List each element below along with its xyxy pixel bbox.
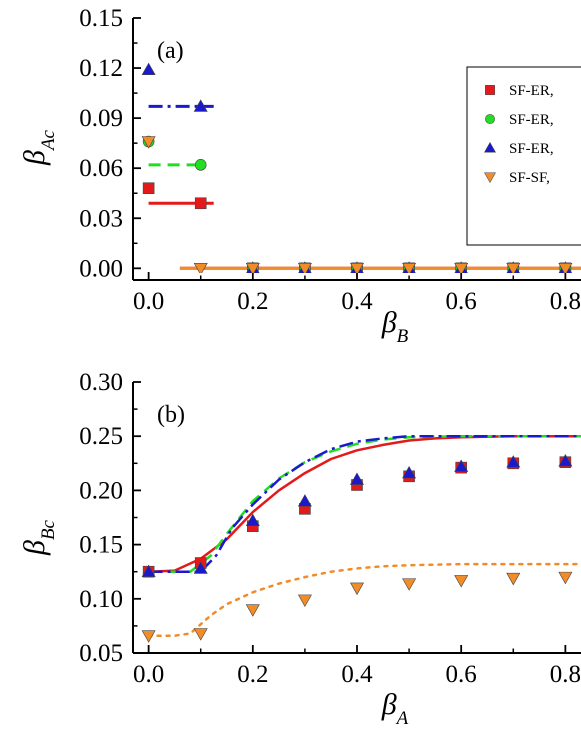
x-tick-label: 0.2	[237, 661, 268, 688]
data-point	[245, 513, 260, 527]
x-axis-label-subscript: B	[397, 326, 409, 347]
panel-a: 0.00 0.03 0.06 0.09 0.12 0.15 0.0 0.2 0.4 0.6 0.8 (…	[18, 5, 581, 347]
legend-marker	[484, 141, 496, 153]
data-point	[141, 62, 156, 76]
data-point	[142, 182, 155, 195]
y-axis-label: βBc	[18, 519, 59, 556]
data-point	[193, 561, 208, 574]
y-tick-label: 0.03	[79, 205, 123, 232]
plot-area	[141, 62, 581, 273]
data-point	[141, 136, 156, 149]
data-point	[297, 263, 312, 273]
legend-entry: SF-ER,	[509, 112, 554, 128]
y-tick-label: 0.25	[79, 423, 123, 450]
data-point	[141, 630, 156, 643]
data-point	[506, 455, 521, 468]
data-point	[454, 575, 469, 588]
data-point	[454, 459, 469, 472]
data-point	[297, 494, 312, 507]
x-tick-label: 0.8	[550, 288, 581, 315]
series-line	[148, 434, 581, 573]
data-point	[506, 263, 521, 273]
data-point	[349, 472, 365, 485]
y-axis-label-subscript: Ac	[38, 129, 59, 152]
legend-entry: SF-ER,	[509, 83, 554, 99]
x-axis-label: βA	[381, 688, 409, 729]
data-point	[194, 159, 207, 171]
y-tick-label: 0.15	[79, 532, 123, 559]
x-tick-label: 0.4	[341, 661, 373, 688]
data-point	[506, 572, 521, 586]
series-line	[148, 434, 581, 573]
x-tick-label: 0.6	[446, 288, 477, 315]
data-point	[194, 197, 207, 210]
data-point	[245, 604, 260, 617]
x-tick-label: 0.4	[341, 288, 373, 315]
data-point	[402, 263, 417, 273]
x-axis-label-subscript: A	[395, 708, 409, 729]
series-line	[148, 434, 581, 573]
y-axis-label: βAc	[18, 129, 59, 166]
data-point	[454, 263, 469, 273]
data-point	[245, 263, 260, 273]
data-point	[558, 263, 573, 273]
data-point	[402, 578, 417, 591]
x-tick-label: 0.0	[133, 661, 164, 688]
x-tick-label: 0.2	[237, 288, 268, 315]
panel-b: 0.05 0.10 0.15 0.20 0.25 0.30 0.0 0.2 0.4 0.6 0.8 (…	[18, 369, 581, 729]
y-tick-label: 0.20	[79, 477, 123, 504]
data-point	[349, 582, 365, 596]
data-point	[141, 564, 156, 578]
legend-box	[466, 66, 581, 246]
legend: SF-ER, SF-ER, SF-ER, SF-SF,	[466, 66, 581, 246]
data-point	[193, 99, 208, 112]
y-tick-label: 0.06	[79, 155, 123, 182]
legend-entry: SF-ER,	[509, 141, 554, 157]
data-point	[193, 628, 208, 641]
x-axis-label: βB	[381, 306, 409, 347]
data-point	[558, 571, 573, 585]
y-tick-label: 0.05	[79, 640, 123, 667]
legend-marker	[485, 85, 495, 95]
data-point	[349, 263, 365, 273]
panel-label: (b)	[157, 402, 185, 428]
x-tick-label: 0.0	[133, 288, 164, 315]
y-tick-label: 0.09	[79, 105, 123, 132]
legend-marker	[484, 172, 496, 184]
y-axis-label-subscript: Bc	[38, 519, 59, 540]
data-point	[558, 454, 573, 467]
x-tick-label: 0.8	[550, 661, 581, 688]
y-tick-label: 0.12	[79, 55, 123, 82]
data-point	[297, 594, 312, 607]
legend-entry: SF-SF,	[509, 170, 550, 186]
x-tick-label: 0.6	[446, 661, 477, 688]
series-line	[147, 562, 581, 637]
y-tick-label: 0.15	[79, 5, 123, 32]
y-tick-label: 0.30	[79, 369, 123, 396]
data-point	[193, 263, 208, 273]
panel-label: (a)	[157, 38, 184, 64]
y-tick-label: 0.10	[79, 586, 123, 613]
legend-marker	[485, 114, 495, 124]
plot-area	[141, 434, 581, 643]
data-point	[402, 465, 417, 479]
y-tick-label: 0.00	[79, 255, 123, 282]
